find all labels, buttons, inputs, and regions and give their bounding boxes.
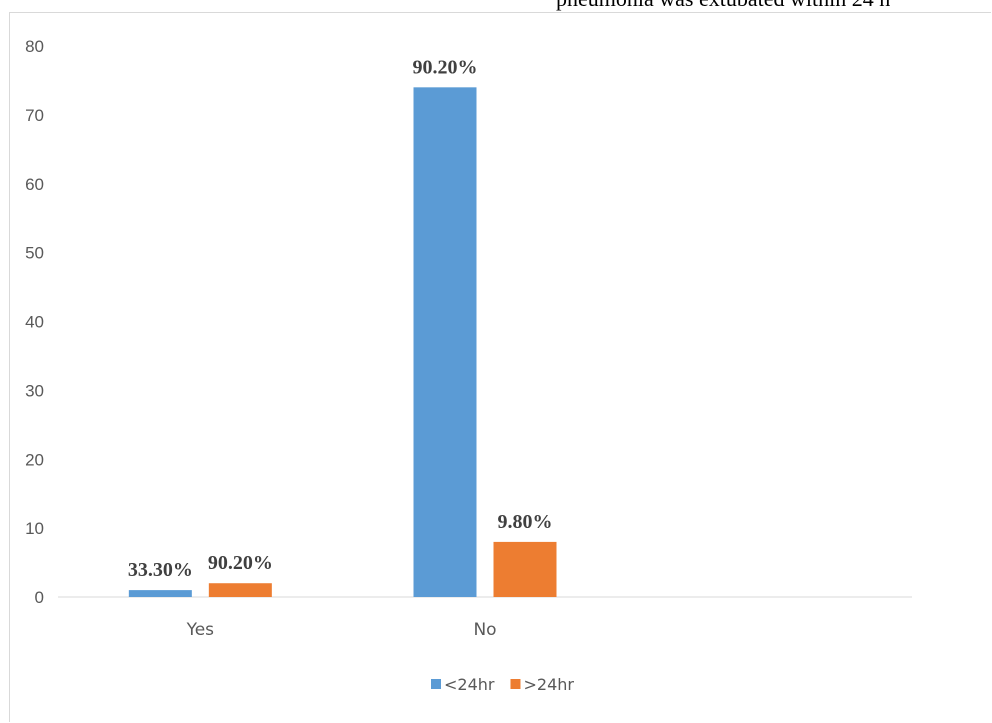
y-tick-label: 10 [25,519,44,538]
bar [208,583,272,597]
y-tick-label: 0 [35,588,44,607]
legend-swatch [431,679,441,689]
legend-swatch [510,679,521,689]
y-tick-label: 80 [25,37,44,56]
bar [493,541,557,597]
y-tick-label: 20 [25,450,44,469]
legend-label: <24hr [444,675,495,694]
y-tick-label: 60 [25,175,44,194]
bar [413,87,477,597]
legend-label: >24hr [523,675,574,694]
chart-frame [9,12,991,722]
y-tick-label: 50 [25,244,44,263]
y-tick-label: 30 [25,381,44,400]
x-category-label: Yes [186,620,215,640]
header-text: pneumonia was extubated within 24 h [556,0,992,12]
y-tick-label: 70 [25,106,44,125]
data-label: 90.20% [208,552,273,574]
y-tick-label: 40 [25,313,44,332]
x-category-label: No [473,620,496,640]
data-label: 33.30% [128,559,193,581]
data-label: 90.20% [413,56,478,78]
data-label: 9.80% [498,511,553,533]
bar [128,590,192,597]
